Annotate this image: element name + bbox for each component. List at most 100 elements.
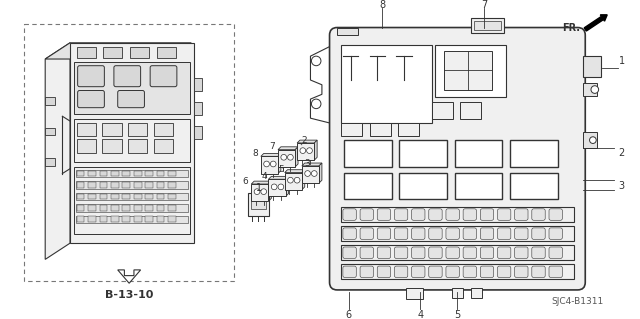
Bar	[122, 205, 130, 211]
Bar	[134, 194, 141, 199]
Bar	[194, 126, 202, 139]
FancyBboxPatch shape	[515, 209, 528, 220]
Bar	[370, 123, 390, 136]
Polygon shape	[268, 176, 289, 179]
FancyBboxPatch shape	[446, 209, 460, 220]
Text: 4: 4	[417, 310, 423, 319]
Bar	[111, 194, 118, 199]
Bar	[302, 166, 319, 183]
Text: 6: 6	[243, 177, 248, 186]
Bar	[157, 182, 164, 188]
Bar	[77, 139, 96, 152]
Text: 8: 8	[379, 0, 385, 10]
Bar	[134, 171, 141, 176]
Bar	[285, 173, 302, 190]
Bar	[154, 123, 173, 136]
FancyArrow shape	[584, 15, 607, 31]
Circle shape	[287, 154, 293, 160]
Circle shape	[305, 171, 310, 176]
FancyBboxPatch shape	[532, 228, 545, 239]
Bar	[74, 62, 190, 114]
FancyBboxPatch shape	[429, 247, 442, 258]
Bar	[452, 288, 463, 298]
Bar	[76, 216, 188, 223]
Bar	[76, 193, 188, 200]
FancyBboxPatch shape	[532, 266, 545, 278]
Bar	[460, 102, 481, 119]
Circle shape	[312, 171, 317, 176]
Polygon shape	[45, 43, 191, 59]
Polygon shape	[278, 147, 298, 150]
Bar	[77, 194, 84, 199]
FancyBboxPatch shape	[497, 247, 511, 258]
Text: 6: 6	[346, 310, 352, 319]
FancyBboxPatch shape	[480, 209, 493, 220]
Polygon shape	[252, 181, 271, 184]
Polygon shape	[268, 181, 271, 201]
Bar	[77, 123, 96, 136]
FancyBboxPatch shape	[446, 228, 460, 239]
Bar	[100, 182, 108, 188]
Text: 2: 2	[301, 136, 307, 145]
FancyBboxPatch shape	[549, 228, 563, 239]
Bar	[474, 21, 501, 30]
Circle shape	[294, 177, 300, 183]
FancyBboxPatch shape	[412, 228, 425, 239]
Circle shape	[589, 137, 596, 144]
Bar	[145, 194, 153, 199]
Bar	[74, 119, 190, 162]
Bar	[104, 47, 122, 58]
FancyBboxPatch shape	[463, 266, 477, 278]
Circle shape	[312, 99, 321, 109]
FancyBboxPatch shape	[394, 209, 408, 220]
Bar	[145, 217, 153, 222]
FancyBboxPatch shape	[480, 247, 493, 258]
FancyBboxPatch shape	[446, 247, 460, 258]
Bar	[398, 123, 419, 136]
Text: 8: 8	[252, 149, 258, 158]
Bar	[248, 193, 269, 216]
Bar	[431, 102, 452, 119]
Bar	[168, 182, 176, 188]
Bar	[341, 123, 362, 136]
Bar	[145, 205, 153, 211]
Bar	[45, 97, 55, 105]
Bar	[168, 205, 176, 211]
Bar	[341, 264, 574, 279]
Text: 7: 7	[269, 142, 275, 151]
Bar	[76, 170, 188, 177]
Bar	[278, 150, 295, 167]
Text: FR.: FR.	[563, 23, 580, 33]
Text: 5: 5	[454, 310, 461, 319]
Bar	[341, 207, 574, 222]
Bar	[344, 140, 392, 167]
Text: 4: 4	[262, 172, 268, 181]
Bar	[102, 123, 122, 136]
Bar	[399, 173, 447, 199]
FancyBboxPatch shape	[343, 247, 356, 258]
Bar	[88, 205, 96, 211]
FancyBboxPatch shape	[532, 209, 545, 220]
Text: 3: 3	[618, 181, 625, 191]
Bar	[510, 173, 557, 199]
Bar	[122, 171, 130, 176]
FancyBboxPatch shape	[480, 266, 493, 278]
FancyBboxPatch shape	[377, 228, 390, 239]
FancyBboxPatch shape	[497, 228, 511, 239]
Bar	[454, 173, 502, 199]
FancyBboxPatch shape	[330, 27, 585, 290]
Bar	[88, 171, 96, 176]
Bar	[157, 171, 164, 176]
FancyBboxPatch shape	[343, 266, 356, 278]
FancyBboxPatch shape	[515, 266, 528, 278]
Polygon shape	[295, 147, 298, 167]
Bar	[454, 140, 502, 167]
Circle shape	[281, 154, 287, 160]
Circle shape	[271, 184, 277, 190]
Text: B-13-10: B-13-10	[105, 290, 154, 300]
FancyBboxPatch shape	[360, 247, 373, 258]
Bar	[122, 217, 130, 222]
FancyBboxPatch shape	[394, 228, 408, 239]
Bar	[337, 27, 358, 35]
Bar	[100, 217, 108, 222]
